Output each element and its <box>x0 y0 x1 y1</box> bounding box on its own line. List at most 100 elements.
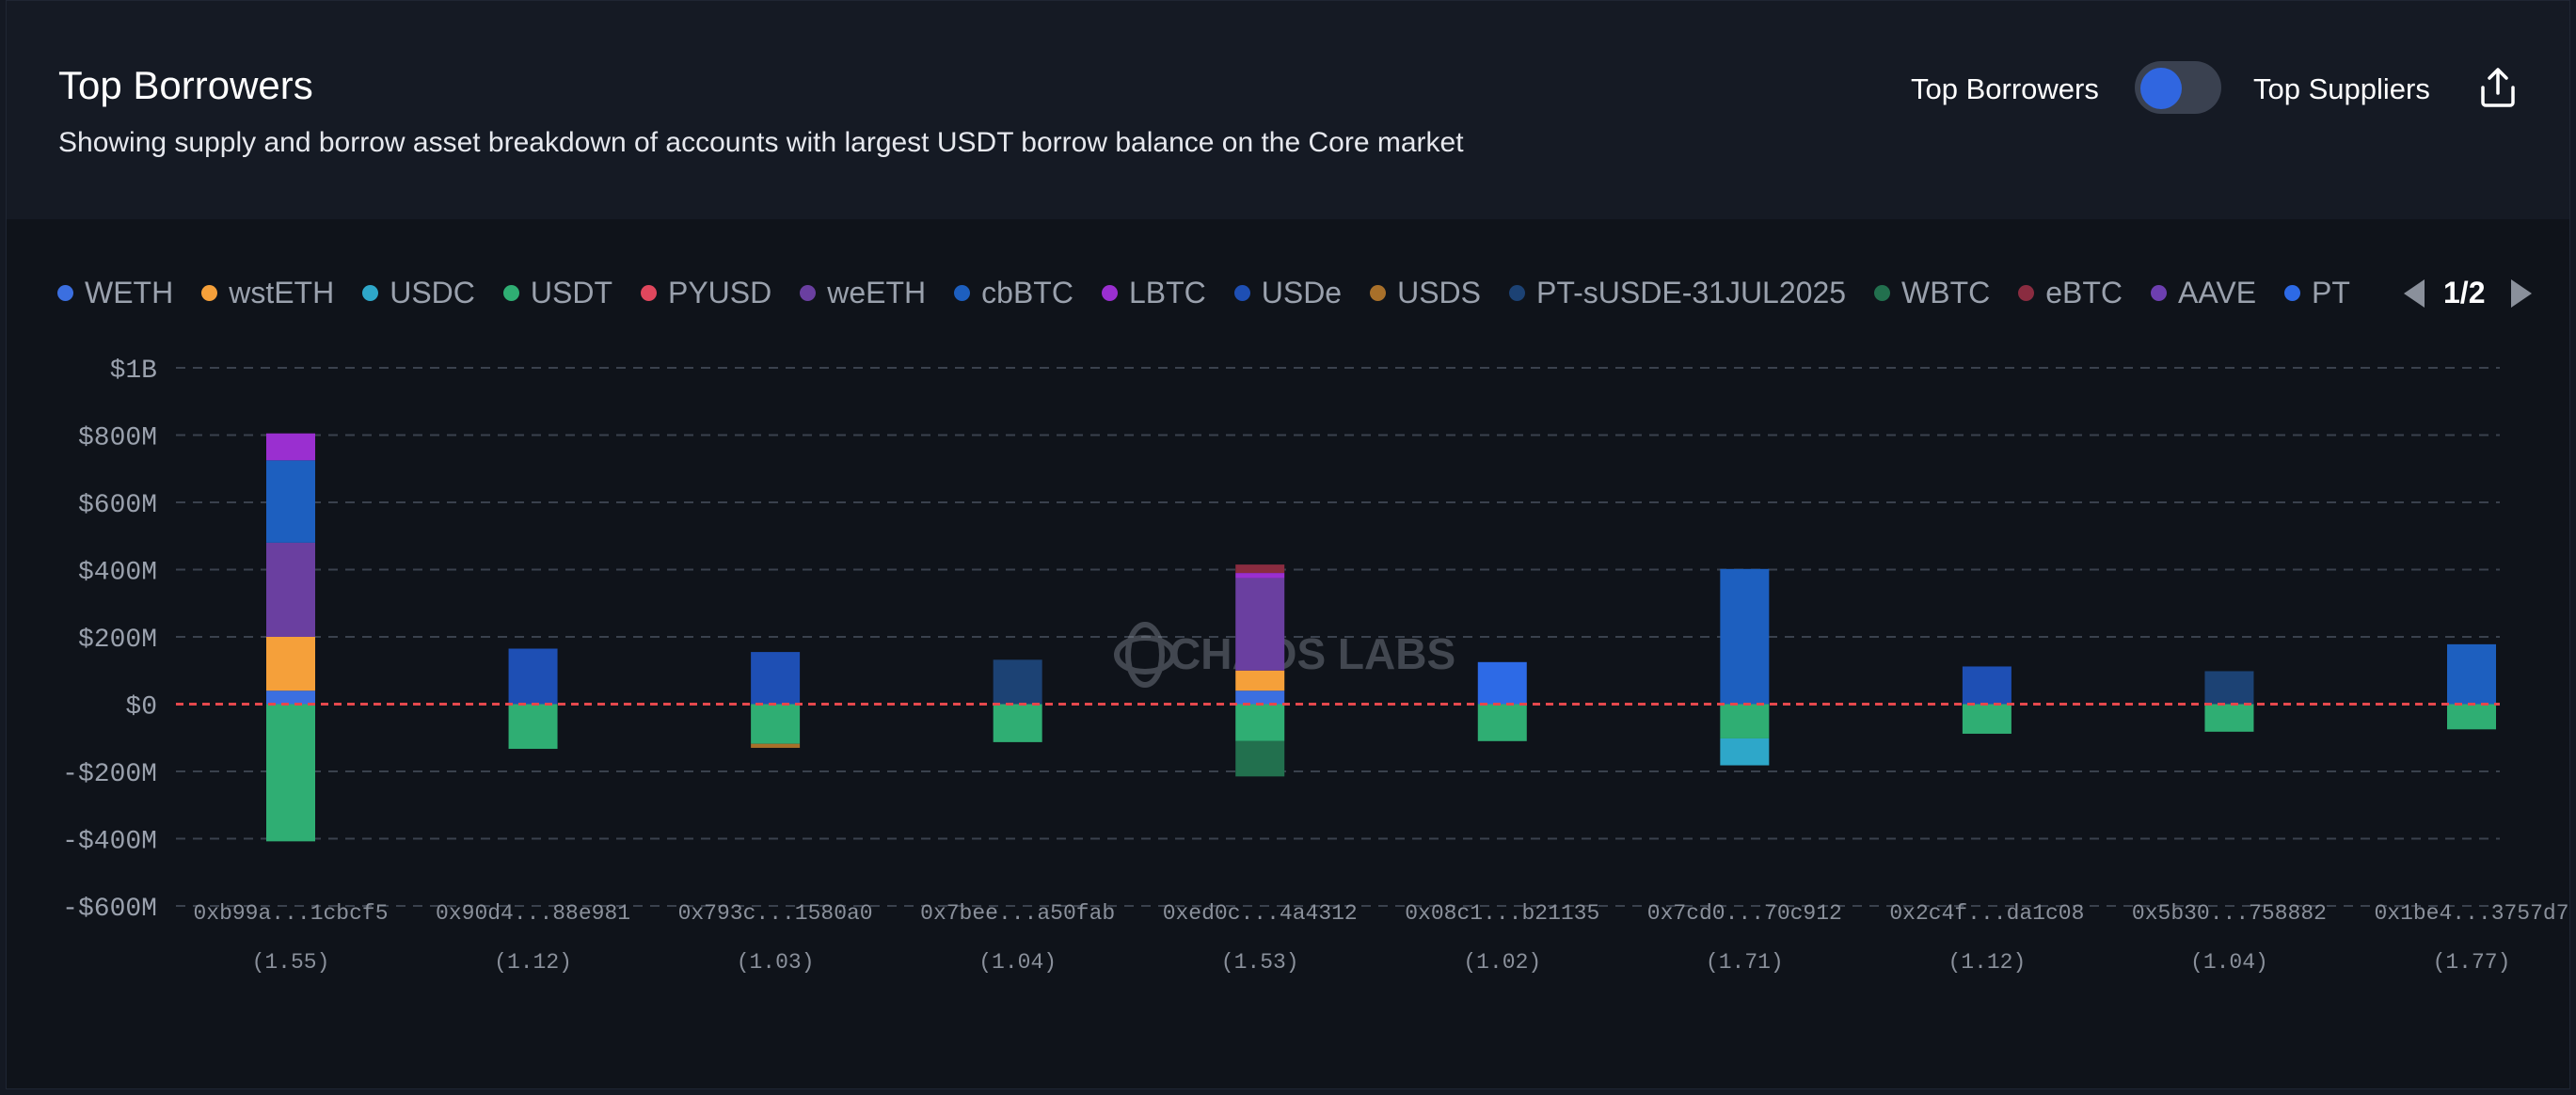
y-tick-label: $400M <box>78 559 157 588</box>
legend-dot <box>800 284 817 301</box>
bar-segment-weeth <box>266 542 315 637</box>
legend-dot <box>1101 284 1118 301</box>
health-factor-label: (1.55) <box>252 950 330 975</box>
y-tick-label: -$200M <box>62 760 157 789</box>
legend-item-lbtc[interactable]: LBTC <box>1101 264 1206 321</box>
legend-label: eBTC <box>2045 275 2123 309</box>
legend-label: wstETH <box>229 275 335 309</box>
health-factor-label: (1.12) <box>1948 950 2026 975</box>
health-factor-label: (1.12) <box>494 950 572 975</box>
legend-label: AAVE <box>2178 275 2257 309</box>
watermark-text: CHAOS LABS <box>1169 629 1455 678</box>
legend-label: PT-sUSDE-31JUL2025 <box>1536 275 1847 309</box>
y-tick-label: $200M <box>78 626 157 655</box>
legend-label: PYUSD <box>667 275 772 309</box>
bar-segment-usde <box>751 652 801 705</box>
legend-item-ebtc[interactable]: eBTC <box>2018 264 2123 321</box>
x-tick-label: 0x90d4...88e981 <box>436 901 630 926</box>
bar-segment-usdt <box>2447 704 2496 730</box>
x-tick-label: 0xb99a...1cbcf5 <box>193 901 388 926</box>
bar-segment-cbbtc <box>266 460 315 543</box>
legend-item-aave[interactable]: AAVE <box>2151 264 2256 321</box>
legend-dot <box>2151 284 2168 301</box>
x-tick-label: 0x793c...1580a0 <box>678 901 873 926</box>
legend-item-pt-susde-31jul2025[interactable]: PT-sUSDE-31JUL2025 <box>1509 264 1846 321</box>
legend-label: WETH <box>85 275 174 309</box>
bar-segment-usdt <box>266 704 315 842</box>
legend-item-weeth[interactable]: weETH <box>800 264 926 321</box>
legend-dot <box>502 284 519 301</box>
legend-label: USDe <box>1261 275 1343 309</box>
legend-item-usde[interactable]: USDe <box>1233 264 1343 321</box>
chevron-left-icon[interactable] <box>2404 279 2425 308</box>
bar-segment-ebtc <box>1235 564 1285 574</box>
borrowers-suppliers-toggle[interactable] <box>2135 61 2221 114</box>
health-factor-label: (1.04) <box>2190 950 2268 975</box>
toggle-label-top-borrowers[interactable]: Top Borrowers <box>1911 72 2099 105</box>
x-tick-label: 0x5b30...758882 <box>2132 901 2327 926</box>
legend-label: PT <box>2312 275 2350 309</box>
bar-segment-wsteth <box>266 637 315 691</box>
chaos-labs-watermark: CHAOS LABS <box>1114 622 1455 688</box>
legend-dot <box>1874 284 1891 301</box>
legend-item-pyusd[interactable]: PYUSD <box>640 264 772 321</box>
chart-legend: WETH wstETH USDC USDT PYUSD weETH cbBTC LBTC USD… <box>57 264 2381 321</box>
bar-segment-weeth <box>1235 578 1285 671</box>
legend-item-usdc[interactable]: USDC <box>362 264 475 321</box>
bar-segment-usdt <box>1962 704 2012 734</box>
legend-dot <box>1370 284 1387 301</box>
y-tick-label: -$600M <box>62 895 157 924</box>
legend-item-wsteth[interactable]: wstETH <box>201 264 334 321</box>
bar-segment-weth <box>1235 690 1285 705</box>
bar-segment-usde <box>1962 666 2012 705</box>
chart-area: WETH wstETH USDC USDT PYUSD weETH cbBTC LBTC USD… <box>7 219 2569 1088</box>
legend-label: cbBTC <box>981 275 1073 309</box>
health-factor-label: (1.77) <box>2433 950 2511 975</box>
bar-segment-pt-susde-31jul2025 <box>993 659 1042 705</box>
bar-segment-cbbtc <box>1720 568 1770 705</box>
legend-page-indicator: 1/2 <box>2443 276 2486 309</box>
health-factor-label: (1.03) <box>737 950 815 975</box>
page-subtitle: Showing supply and borrow asset breakdow… <box>58 127 1464 158</box>
chevron-right-icon[interactable] <box>2511 279 2532 308</box>
bar-segment-usdt <box>2204 704 2254 732</box>
health-factor-label: (1.53) <box>1221 950 1299 975</box>
legend-item-pt[interactable]: PT <box>2284 264 2350 321</box>
x-tick-label: 0x1be4...3757d7 <box>2374 901 2568 926</box>
x-tick-label: 0x08c1...b21135 <box>1405 901 1599 926</box>
y-tick-label: $1B <box>110 357 157 386</box>
legend-dot <box>362 284 379 301</box>
bar-segment-usdt <box>1477 704 1527 741</box>
health-factor-label: (1.71) <box>1706 950 1784 975</box>
legend-label: USDT <box>530 275 612 309</box>
toggle-label-top-suppliers[interactable]: Top Suppliers <box>2253 72 2430 105</box>
legend-item-wbtc[interactable]: WBTC <box>1874 264 1990 321</box>
legend-item-usds[interactable]: USDS <box>1370 264 1481 321</box>
legend-item-weth[interactable]: WETH <box>57 264 173 321</box>
bar-segment-usdt <box>1720 704 1770 738</box>
card-header: Top Borrowers Showing supply and borrow … <box>7 1 2569 219</box>
bar-segment-pt-susde-31jul2025 <box>2204 671 2254 705</box>
top-borrowers-card: Top Borrowers Showing supply and borrow … <box>6 0 2570 1089</box>
x-tick-label: 0x7cd0...70c912 <box>1647 901 1842 926</box>
legend-label: USDS <box>1397 275 1481 309</box>
health-factor-label: (1.04) <box>978 950 1057 975</box>
health-factor-label: (1.02) <box>1463 950 1541 975</box>
stacked-bar-chart: $1B $800M $600M $400M $200M $0 -$200M -$400M -$6… <box>62 357 2568 975</box>
bar-segment-usdc <box>1720 738 1770 766</box>
y-tick-label: $0 <box>125 693 157 722</box>
bar-segment-cbbtc <box>2447 643 2496 705</box>
legend-label: USDC <box>390 275 475 309</box>
x-tick-label: 0x2c4f...da1c08 <box>1889 901 2084 926</box>
legend-dot <box>57 284 73 301</box>
bar-segment-usdt <box>751 704 801 744</box>
share-icon[interactable] <box>2475 65 2520 110</box>
legend-item-cbbtc[interactable]: cbBTC <box>954 264 1073 321</box>
legend-label: WBTC <box>1901 275 1991 309</box>
bar-segment-usdt <box>993 704 1042 742</box>
y-tick-label: $600M <box>78 491 157 520</box>
bar-segment-usds <box>751 743 801 748</box>
legend-dot <box>2018 284 2035 301</box>
legend-item-usdt[interactable]: USDT <box>502 264 612 321</box>
toggle-knob <box>2140 68 2182 109</box>
